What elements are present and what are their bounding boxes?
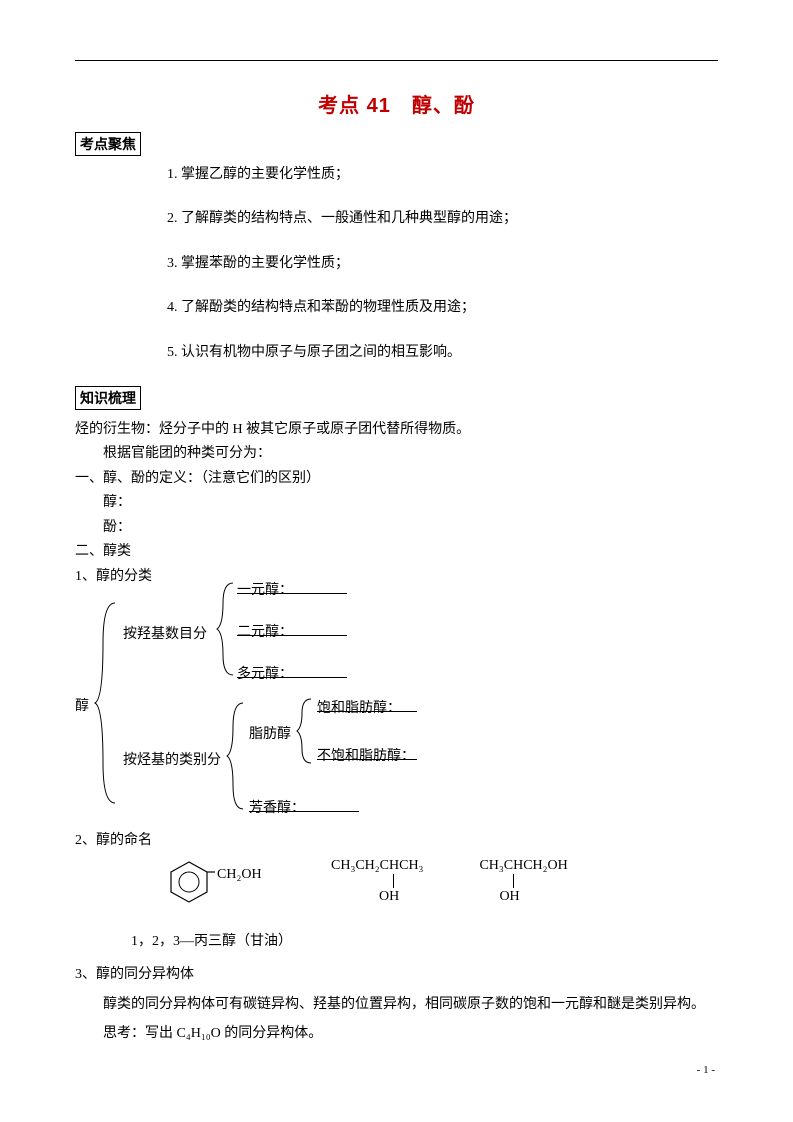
- brace-icon: [225, 703, 247, 809]
- isomer-block: 3、醇的同分异构体 醇类的同分异构体可有碳链异构、羟基的位置异构，相同碳原子数的…: [75, 960, 718, 1048]
- blank-line: [249, 797, 359, 812]
- chem-bottom: OH: [379, 889, 423, 904]
- k-isomer-heading: 3、醇的同分异构体: [75, 960, 718, 989]
- tree-root: 醇: [75, 695, 89, 720]
- page-title: 考点 41 醇、酚: [75, 89, 718, 118]
- tree-branch2-label: 按烃基的类别分: [123, 749, 221, 774]
- tree-branch1-label: 按羟基数目分: [123, 623, 207, 648]
- chem-top: CH₃CHCH₂OH: [479, 858, 567, 873]
- focus-item: 5. 认识有机物中原子与原子团之间的相互影响。: [167, 342, 718, 364]
- chem-bottom: OH: [499, 889, 567, 904]
- k-def-fen: 酚：: [75, 516, 718, 541]
- k-class-heading: 1、醇的分类: [75, 565, 205, 590]
- focus-item: 2. 了解醇类的结构特点、一般通性和几种典型醇的用途；: [167, 208, 718, 230]
- k-by-func: 根据官能团的种类可分为：: [75, 442, 718, 467]
- k-isomer-think: 思考：写出 C₄H₁₀O 的同分异构体。: [75, 1019, 718, 1048]
- k-derivative: 烃的衍生物：烃分子中的 H 被其它原子或原子团代替所得物质。: [75, 418, 718, 443]
- naming-row: CH₂OH CH₃CH₂CHCH₃ OH CH₃CHCH₂OH OH: [75, 858, 718, 908]
- k-alcohol-heading: 二、醇类: [75, 540, 718, 565]
- focus-item: 4. 了解酚类的结构特点和苯酚的物理性质及用途；: [167, 297, 718, 319]
- benzene-ring-icon: [165, 858, 215, 906]
- k-naming-example: 1，2，3—丙三醇（甘油）: [75, 930, 718, 955]
- chem-top: CH₃CH₂CHCH₃: [331, 858, 423, 873]
- tree-mid-node: 脂肪醇: [249, 723, 291, 748]
- chem-structure-2: CH₃CH₂CHCH₃ OH: [331, 858, 423, 905]
- section-focus-box: 考点聚焦: [75, 132, 141, 156]
- classification-tree: 醇 按羟基数目分 一元醇： 二元醇： 多元醇： 按烃基的类别分: [75, 589, 718, 829]
- section-knowledge-box: 知识梳理: [75, 386, 141, 410]
- top-rule: [75, 60, 718, 61]
- benzyl-structure: CH₂OH: [165, 858, 275, 908]
- page: 考点 41 醇、酚 考点聚焦 1. 掌握乙醇的主要化学性质； 2. 了解醇类的结…: [0, 0, 793, 1122]
- benzyl-label: CH₂OH: [217, 863, 262, 888]
- blank-line: [317, 697, 417, 712]
- knowledge-block: 烃的衍生物：烃分子中的 H 被其它原子或原子团代替所得物质。 根据官能团的种类可…: [75, 418, 718, 1049]
- focus-list: 1. 掌握乙醇的主要化学性质； 2. 了解醇类的结构特点、一般通性和几种典型醇的…: [75, 164, 718, 364]
- bond-line: [513, 874, 514, 888]
- brace-icon: [215, 583, 237, 675]
- k-def-heading: 一、醇、酚的定义：（注意它们的区别）: [75, 467, 718, 492]
- focus-item: 3. 掌握苯酚的主要化学性质；: [167, 253, 718, 275]
- bond-line: [393, 874, 394, 888]
- blank-line: [317, 745, 417, 760]
- brace-icon: [295, 699, 315, 763]
- blank-line: [237, 621, 347, 636]
- blank-line: [237, 663, 347, 678]
- page-number: - 1 -: [697, 1064, 715, 1076]
- k-naming-heading: 2、醇的命名: [75, 829, 718, 854]
- chem-structure-3: CH₃CHCH₂OH OH: [479, 858, 567, 905]
- blank-line: [237, 579, 347, 594]
- brace-icon: [93, 603, 121, 803]
- k-isomer-body: 醇类的同分异构体可有碳链异构、羟基的位置异构，相同碳原子数的饱和一元醇和醚是类别…: [75, 990, 718, 1019]
- k-def-chun: 醇：: [75, 491, 718, 516]
- focus-item: 1. 掌握乙醇的主要化学性质；: [167, 164, 718, 186]
